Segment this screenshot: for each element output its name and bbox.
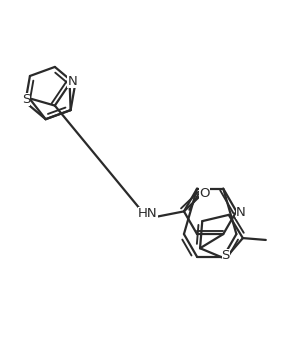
Text: O: O xyxy=(199,187,210,200)
Text: S: S xyxy=(22,93,30,106)
Text: N: N xyxy=(67,75,77,88)
Text: S: S xyxy=(222,249,230,262)
Text: HN: HN xyxy=(138,207,158,220)
Text: N: N xyxy=(236,206,246,219)
